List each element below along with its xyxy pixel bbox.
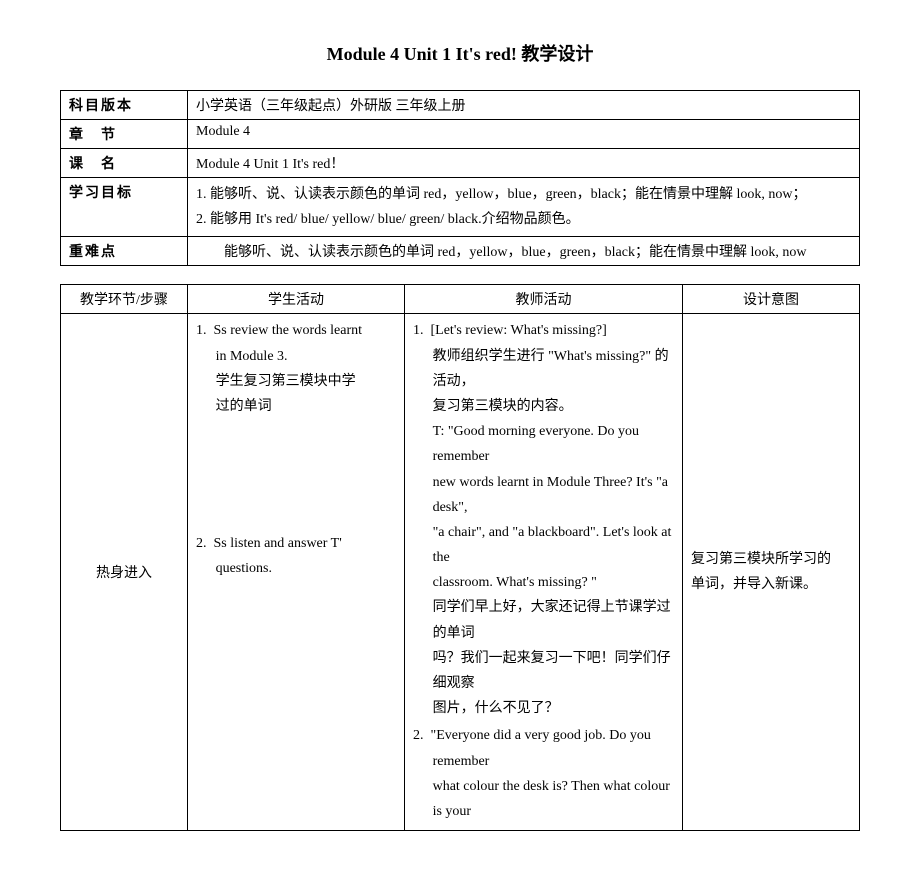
info-table: 科目版本 小学英语（三年级起点）外研版 三年级上册 章 节 Module 4 课… xyxy=(60,90,860,266)
student-1-line4: 过的单词 xyxy=(216,399,272,414)
teacher-2-num: 2. xyxy=(413,728,424,743)
header-teacher: 教师活动 xyxy=(405,285,683,314)
plan-table: 教学环节/步骤 学生活动 教师活动 设计意图 热身进入 1. Ss review… xyxy=(60,284,860,831)
teacher-1-line5: new words learnt in Module Three? It's "… xyxy=(433,475,668,515)
lesson-label: 课 名 xyxy=(61,149,188,178)
student-2-line1: Ss listen and answer T' xyxy=(214,536,342,551)
teacher-1-line4: T: "Good morning everyone. Do you rememb… xyxy=(433,424,639,464)
intent-cell: 复习第三模块所学习的 单词，并导入新课。 xyxy=(683,314,860,831)
teacher-1-line9: 吗？我们一起来复习一下吧！同学们仔细观察 xyxy=(433,651,671,691)
step-cell: 热身进入 xyxy=(61,314,188,831)
key-value: 能够听、说、认读表示颜色的单词 red，yellow，blue，green，bl… xyxy=(188,237,860,266)
goal-label: 学习目标 xyxy=(61,178,188,237)
page-title: Module 4 Unit 1 It's red! 教学设计 xyxy=(60,40,860,66)
teacher-1-line7: classroom. What's missing? " xyxy=(433,575,597,590)
student-cell: 1. Ss review the words learnt in Module … xyxy=(188,314,405,831)
goal-line-1: 1. 能够听、说、认读表示颜色的单词 red，yellow，blue，green… xyxy=(196,182,851,207)
student-1-line2: in Module 3. xyxy=(216,349,288,364)
header-student: 学生活动 xyxy=(188,285,405,314)
header-intent: 设计意图 xyxy=(683,285,860,314)
teacher-1-line3: 复习第三模块的内容。 xyxy=(433,399,573,414)
student-2-line2: questions. xyxy=(216,561,272,576)
subject-label: 科目版本 xyxy=(61,91,188,120)
subject-value: 小学英语（三年级起点）外研版 三年级上册 xyxy=(188,91,860,120)
chapter-label: 章 节 xyxy=(61,120,188,149)
goal-value: 1. 能够听、说、认读表示颜色的单词 red，yellow，blue，green… xyxy=(188,178,860,237)
key-label: 重难点 xyxy=(61,237,188,266)
student-1-num: 1. xyxy=(196,323,207,338)
student-2-num: 2. xyxy=(196,536,207,551)
teacher-1-line8: 同学们早上好，大家还记得上节课学过的单词 xyxy=(433,600,671,640)
teacher-1-line10: 图片，什么不见了？ xyxy=(433,701,559,716)
intent-line2: 单词，并导入新课。 xyxy=(691,572,851,597)
student-1-line3: 学生复习第三模块中学 xyxy=(216,374,356,389)
teacher-1-line2: 教师组织学生进行 "What's missing?" 的活动， xyxy=(433,349,669,389)
header-step: 教学环节/步骤 xyxy=(61,285,188,314)
student-1-line1: Ss review the words learnt xyxy=(214,323,363,338)
intent-line1: 复习第三模块所学习的 xyxy=(691,547,851,572)
teacher-cell: 1. [Let's review: What's missing?] 教师组织学… xyxy=(405,314,683,831)
chapter-value: Module 4 xyxy=(188,120,860,149)
lesson-value: Module 4 Unit 1 It's red！ xyxy=(188,149,860,178)
goal-line-2: 2. 能够用 It's red/ blue/ yellow/ blue/ gre… xyxy=(196,207,851,232)
teacher-2-line2: what colour the desk is? Then what colou… xyxy=(433,779,670,819)
teacher-1-line6: "a chair", and "a blackboard". Let's loo… xyxy=(433,525,672,565)
teacher-1-num: 1. xyxy=(413,323,424,338)
teacher-1-line1: [Let's review: What's missing?] xyxy=(431,323,607,338)
teacher-2-line1: "Everyone did a very good job. Do you re… xyxy=(431,728,651,768)
